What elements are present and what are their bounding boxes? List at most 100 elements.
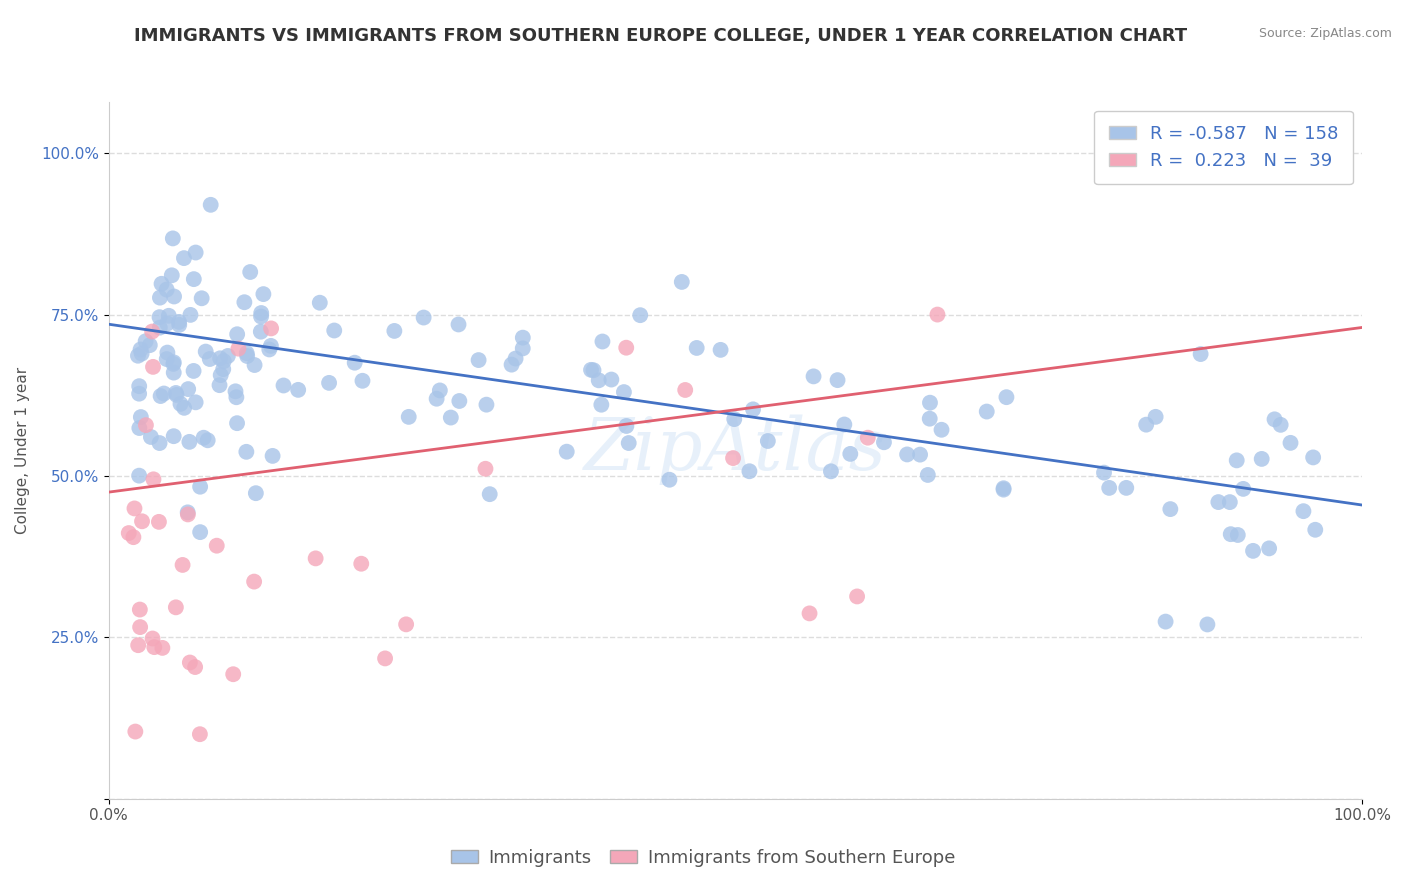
Point	[167, 318, 190, 332]
Point	[308, 295, 330, 310]
Point	[429, 384, 451, 398]
Point	[579, 363, 602, 377]
Point	[135, 418, 157, 433]
Point	[163, 355, 186, 369]
Point	[226, 416, 249, 430]
Point	[129, 343, 152, 357]
Point	[1279, 435, 1302, 450]
Legend: Immigrants, Immigrants from Southern Europe: Immigrants, Immigrants from Southern Eur…	[443, 842, 963, 874]
Point	[1098, 481, 1121, 495]
Point	[710, 343, 733, 357]
Point	[918, 411, 941, 425]
Point	[799, 607, 821, 621]
Point	[350, 557, 373, 571]
Point	[474, 462, 496, 476]
Point	[209, 368, 232, 383]
Point	[156, 317, 179, 331]
Y-axis label: College, Under 1 year: College, Under 1 year	[15, 367, 30, 533]
Point	[993, 483, 1015, 497]
Point	[259, 343, 281, 357]
Point	[873, 435, 896, 450]
Text: IMMIGRANTS VS IMMIGRANTS FROM SOUTHERN EUROPE COLLEGE, UNDER 1 YEAR CORRELATION : IMMIGRANTS VS IMMIGRANTS FROM SOUTHERN E…	[134, 27, 1188, 45]
Point	[235, 346, 257, 360]
Point	[742, 402, 765, 417]
Point	[225, 390, 247, 404]
Point	[128, 421, 150, 435]
Point	[127, 349, 149, 363]
Point	[834, 417, 856, 432]
Point	[555, 444, 578, 458]
Point	[149, 320, 172, 334]
Point	[1302, 450, 1324, 465]
Point	[156, 352, 179, 367]
Point	[467, 353, 489, 368]
Point	[374, 651, 396, 665]
Point	[505, 351, 527, 366]
Point	[250, 310, 273, 324]
Point	[200, 198, 222, 212]
Point	[118, 526, 141, 541]
Point	[343, 356, 366, 370]
Point	[1135, 417, 1157, 432]
Point	[827, 373, 849, 387]
Point	[262, 449, 284, 463]
Point	[225, 384, 247, 399]
Point	[142, 359, 165, 374]
Point	[976, 404, 998, 418]
Point	[193, 431, 215, 445]
Point	[673, 383, 696, 397]
Point	[128, 379, 150, 393]
Point	[142, 472, 165, 486]
Point	[184, 660, 207, 674]
Point	[156, 283, 179, 297]
Point	[128, 602, 150, 616]
Point	[614, 341, 637, 355]
Point	[352, 374, 374, 388]
Point	[128, 468, 150, 483]
Point	[150, 277, 173, 291]
Point	[135, 334, 157, 349]
Point	[127, 638, 149, 652]
Point	[172, 558, 194, 572]
Point	[239, 265, 262, 279]
Point	[250, 306, 273, 320]
Point	[1159, 502, 1181, 516]
Point	[162, 357, 184, 371]
Point	[173, 251, 195, 265]
Point	[179, 308, 201, 322]
Point	[582, 363, 605, 377]
Point	[591, 334, 613, 349]
Point	[591, 398, 613, 412]
Point	[122, 530, 145, 544]
Point	[162, 231, 184, 245]
Point	[1292, 504, 1315, 518]
Point	[686, 341, 709, 355]
Point	[173, 401, 195, 415]
Point	[723, 412, 745, 426]
Point	[124, 724, 146, 739]
Point	[143, 640, 166, 654]
Point	[1226, 453, 1249, 467]
Point	[287, 383, 309, 397]
Point	[478, 487, 501, 501]
Point	[671, 275, 693, 289]
Point	[183, 272, 205, 286]
Point	[157, 309, 180, 323]
Point	[166, 388, 188, 402]
Point	[188, 480, 211, 494]
Point	[149, 389, 172, 403]
Point	[252, 287, 274, 301]
Point	[918, 395, 941, 409]
Point	[165, 600, 187, 615]
Point	[412, 310, 434, 325]
Point	[1154, 615, 1177, 629]
Point	[209, 351, 232, 366]
Point	[1219, 527, 1241, 541]
Point	[141, 325, 163, 339]
Point	[235, 445, 257, 459]
Point	[148, 310, 170, 325]
Point	[856, 431, 879, 445]
Point	[1197, 617, 1219, 632]
Point	[896, 447, 918, 461]
Point	[588, 373, 610, 387]
